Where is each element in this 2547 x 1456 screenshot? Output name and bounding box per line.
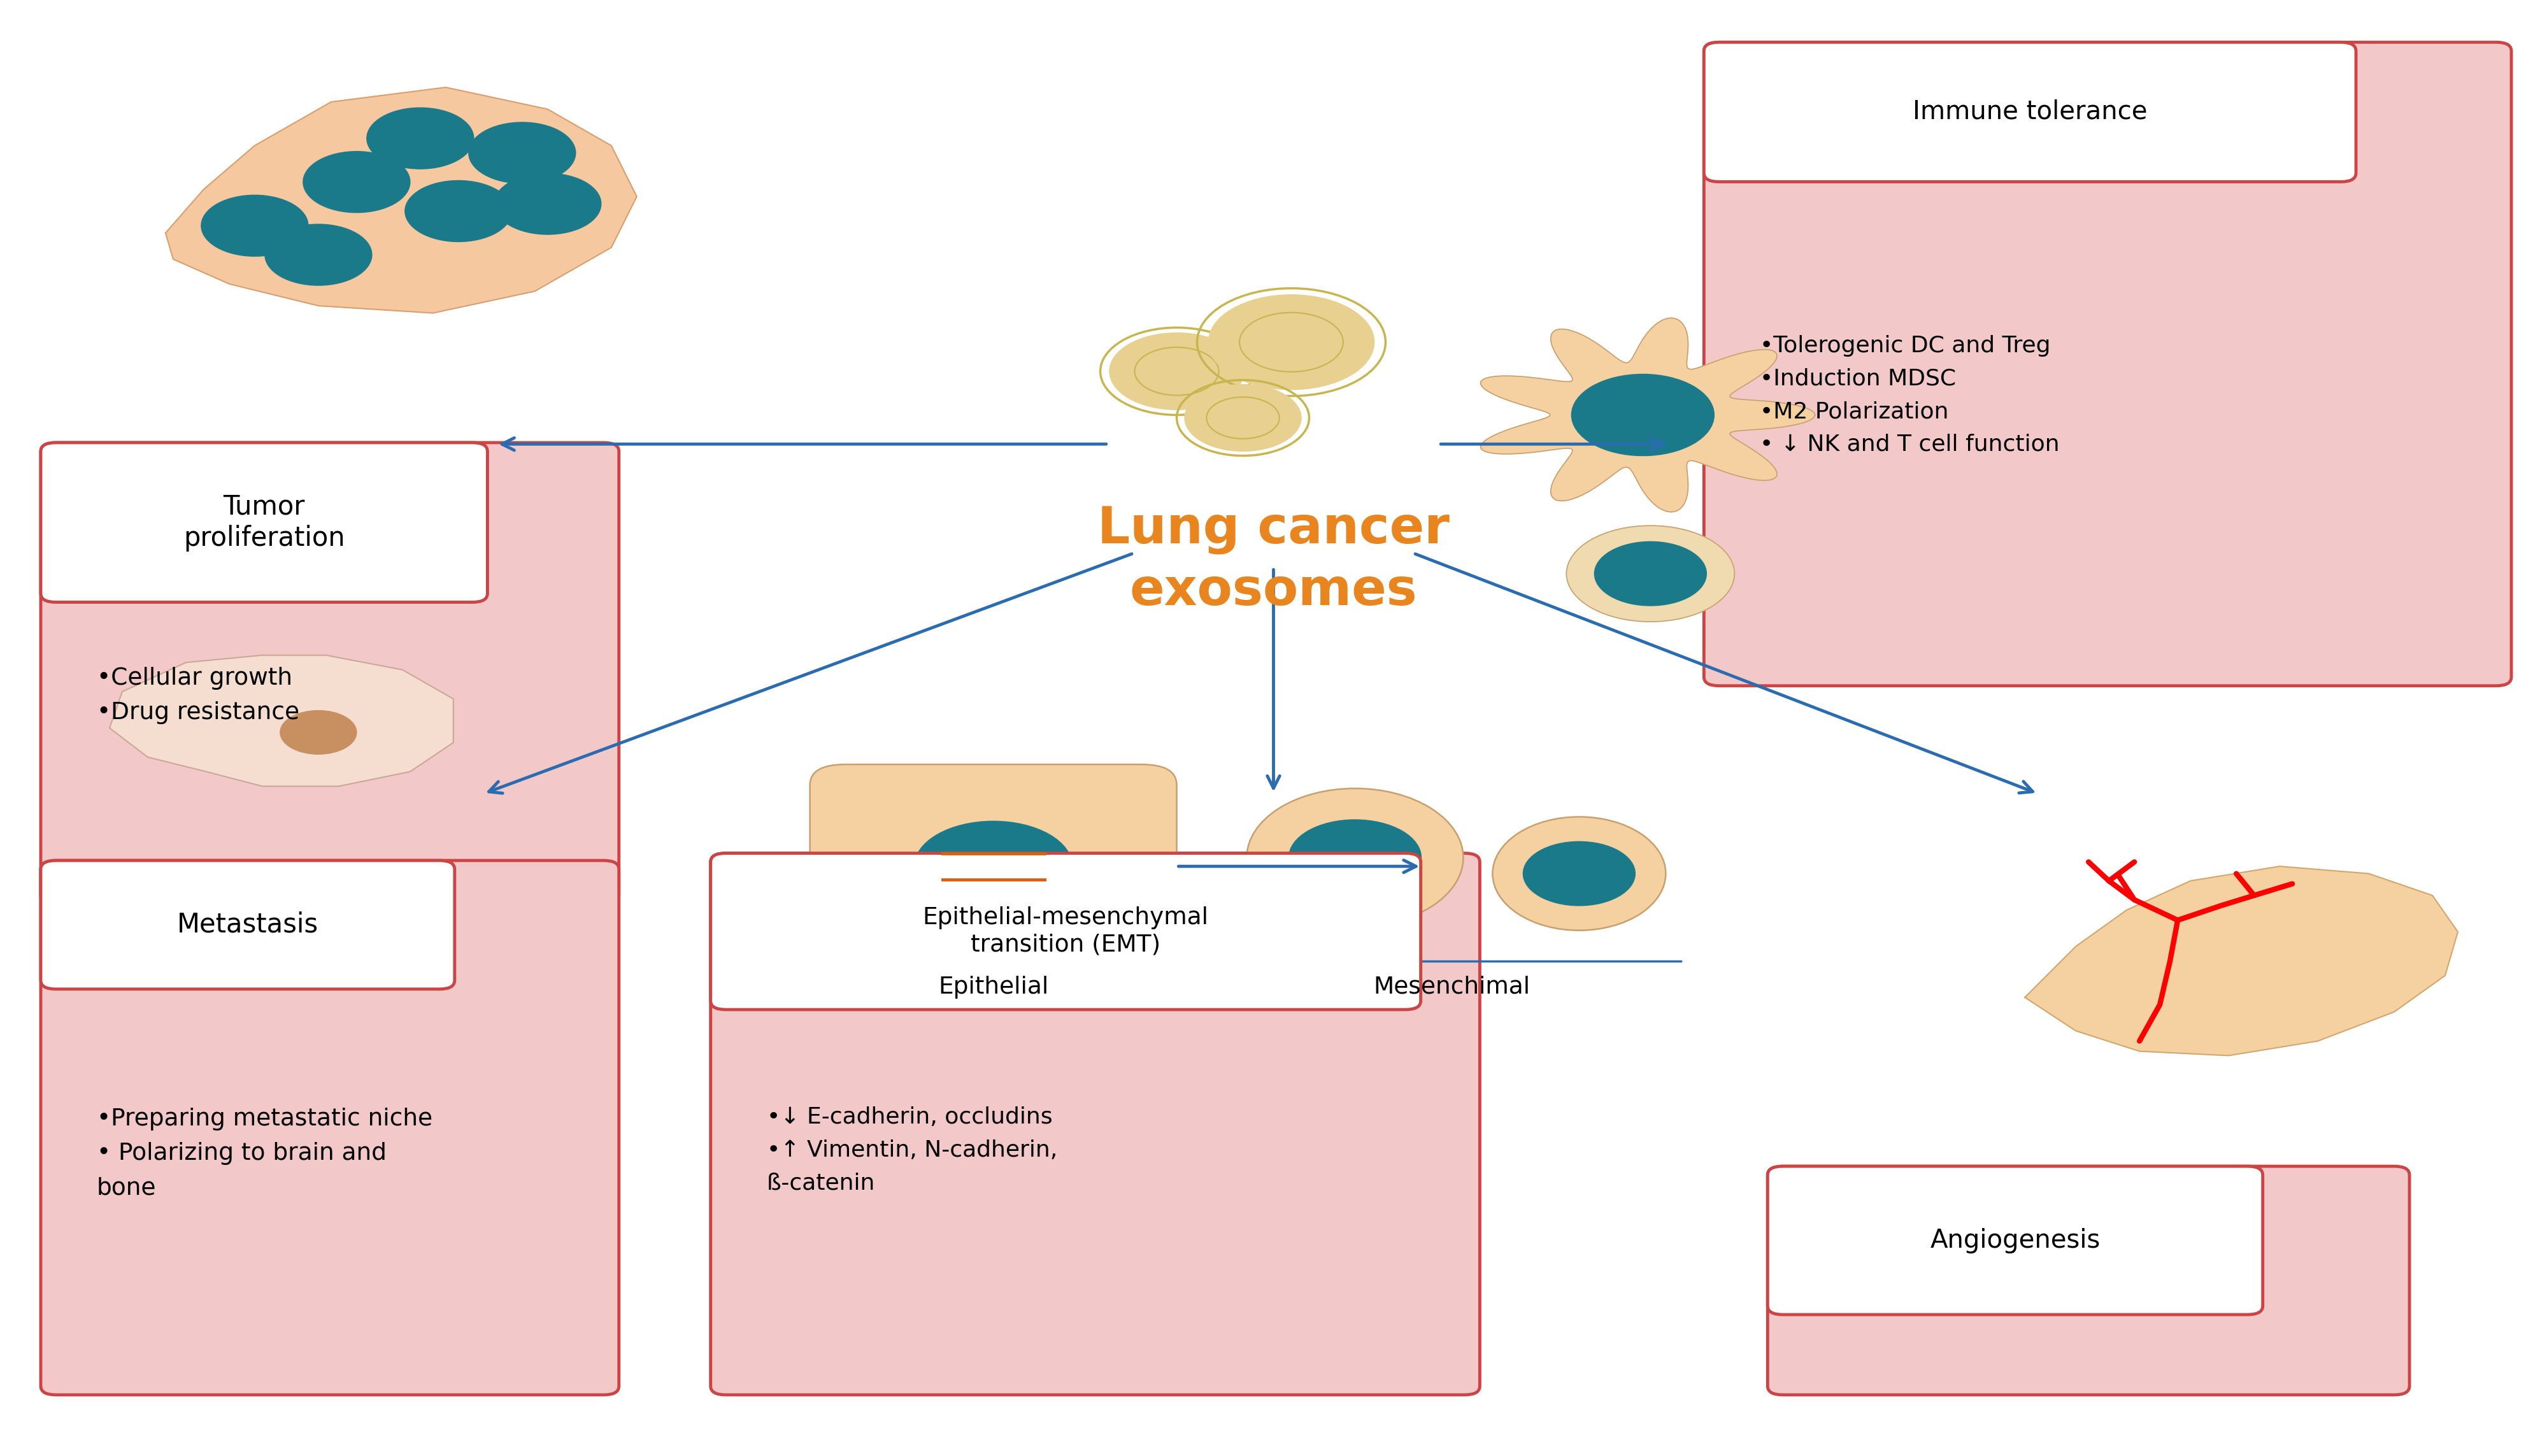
Circle shape — [1207, 294, 1375, 390]
Text: •Tolerogenic DC and Treg
•Induction MDSC
•M2 Polarization
• ↓ NK and T cell func: •Tolerogenic DC and Treg •Induction MDSC… — [1760, 335, 2061, 456]
Circle shape — [367, 108, 474, 169]
FancyBboxPatch shape — [41, 860, 619, 1395]
Circle shape — [405, 181, 512, 242]
Circle shape — [265, 224, 372, 285]
Text: •Preparing metastatic niche
• Polarizing to brain and
bone: •Preparing metastatic niche • Polarizing… — [97, 1108, 433, 1200]
Text: Immune tolerance: Immune tolerance — [1913, 99, 2147, 125]
Text: Tumor
proliferation: Tumor proliferation — [183, 494, 344, 552]
Polygon shape — [1480, 317, 1816, 513]
FancyBboxPatch shape — [1768, 1166, 2409, 1395]
Polygon shape — [110, 655, 453, 786]
FancyBboxPatch shape — [41, 443, 619, 904]
FancyBboxPatch shape — [1768, 1166, 2262, 1315]
Ellipse shape — [1493, 817, 1666, 930]
Circle shape — [1571, 374, 1714, 456]
Text: •Cellular growth
•Drug resistance: •Cellular growth •Drug resistance — [97, 667, 301, 724]
Text: Metastasis: Metastasis — [176, 911, 318, 938]
Circle shape — [914, 821, 1072, 911]
Text: Epithelial-mesenchymal
transition (EMT): Epithelial-mesenchymal transition (EMT) — [922, 906, 1210, 957]
Circle shape — [1594, 542, 1706, 606]
Circle shape — [280, 711, 357, 754]
Circle shape — [469, 122, 576, 183]
Circle shape — [1184, 384, 1302, 451]
FancyBboxPatch shape — [1704, 42, 2356, 182]
Text: Epithelial: Epithelial — [937, 976, 1049, 999]
FancyBboxPatch shape — [41, 860, 456, 989]
Text: Angiogenesis: Angiogenesis — [1931, 1227, 2101, 1254]
Circle shape — [303, 151, 410, 213]
Circle shape — [201, 195, 308, 256]
Ellipse shape — [1248, 788, 1465, 927]
Circle shape — [1566, 526, 1735, 622]
Text: Lung cancer
exosomes: Lung cancer exosomes — [1098, 505, 1449, 616]
Circle shape — [494, 173, 601, 234]
FancyBboxPatch shape — [1704, 42, 2511, 686]
Polygon shape — [2025, 866, 2458, 1056]
FancyBboxPatch shape — [711, 853, 1421, 1009]
FancyBboxPatch shape — [810, 764, 1177, 962]
Circle shape — [1110, 333, 1243, 409]
Text: •↓ E-cadherin, occludins
•↑ Vimentin, N-cadherin,
ß-catenin: •↓ E-cadherin, occludins •↑ Vimentin, N-… — [767, 1107, 1057, 1194]
FancyBboxPatch shape — [711, 853, 1480, 1395]
Text: Mesenchimal: Mesenchimal — [1373, 976, 1531, 999]
Polygon shape — [166, 87, 637, 313]
Circle shape — [1289, 820, 1421, 895]
FancyBboxPatch shape — [41, 443, 486, 603]
Circle shape — [1523, 842, 1635, 906]
